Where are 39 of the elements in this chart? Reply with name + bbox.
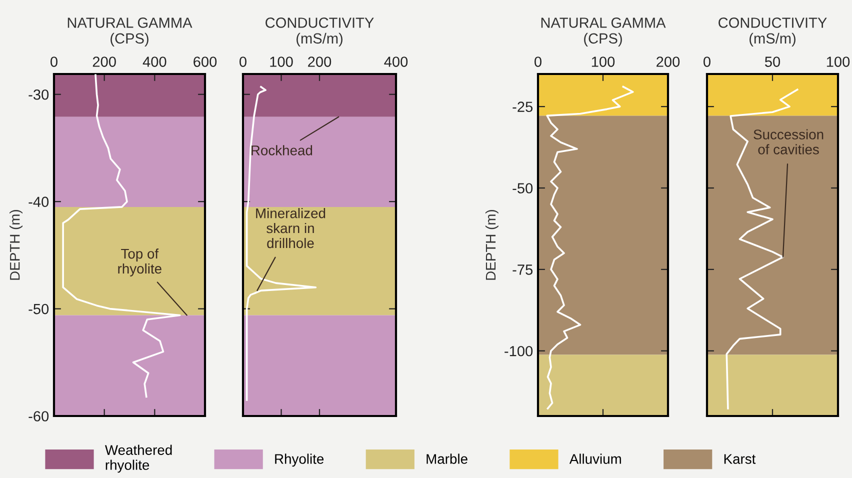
y-tick-label: -50 <box>28 304 49 314</box>
y-axis-title: DEPTH (m) <box>485 210 498 280</box>
y-axis-title: DEPTH (m) <box>10 210 22 280</box>
chart-title: NATURAL GAMMA (CPS) <box>541 18 666 46</box>
x-tick-label: 200 <box>308 56 332 67</box>
x-tick-label: 200 <box>656 56 680 67</box>
legend-label: Karst <box>724 454 756 464</box>
y-tick-label: -40 <box>28 196 49 208</box>
y-tick-label: -30 <box>28 89 49 100</box>
x-tick-label: 100 <box>270 56 293 67</box>
x-tick-label: 0 <box>704 56 710 67</box>
legend-label: Weathered rhyolite <box>104 444 172 473</box>
x-tick-label: 100 <box>826 56 850 67</box>
x-tick-label: 400 <box>142 56 166 67</box>
y-tick-label: -75 <box>512 264 533 275</box>
x-tick-label: 0 <box>240 56 246 67</box>
legend-label: Rhyolite <box>275 454 324 467</box>
chart-title: NATURAL GAMMA (CPS) <box>68 18 192 46</box>
annotation: Mineralized skarn in drillhole <box>256 208 326 248</box>
x-tick-label: 0 <box>534 56 542 67</box>
x-tick-label: 0 <box>50 56 58 67</box>
annotation: Rockhead <box>252 145 312 156</box>
x-tick-label: 100 <box>592 56 615 67</box>
chart-title: CONDUCTIVITY (mS/m) <box>718 18 827 46</box>
legend-label: Alluvium <box>569 454 621 464</box>
chart-title: CONDUCTIVITY (mS/m) <box>266 18 374 46</box>
legend-label: Marble <box>426 454 468 464</box>
y-tick-label: -100 <box>504 346 533 356</box>
annotation: Top of rhyolite <box>118 248 162 276</box>
line-series <box>546 86 634 410</box>
y-tick-label: -25 <box>512 102 533 112</box>
x-tick-label: 400 <box>384 56 408 67</box>
y-tick-label: -50 <box>512 183 533 194</box>
x-tick-label: 600 <box>194 56 217 67</box>
x-tick-label: 200 <box>92 56 116 67</box>
annotation: Succession of cavities <box>754 129 824 154</box>
line-series <box>62 74 181 398</box>
x-tick-label: 50 <box>764 56 780 67</box>
y-tick-label: -60 <box>28 411 49 422</box>
